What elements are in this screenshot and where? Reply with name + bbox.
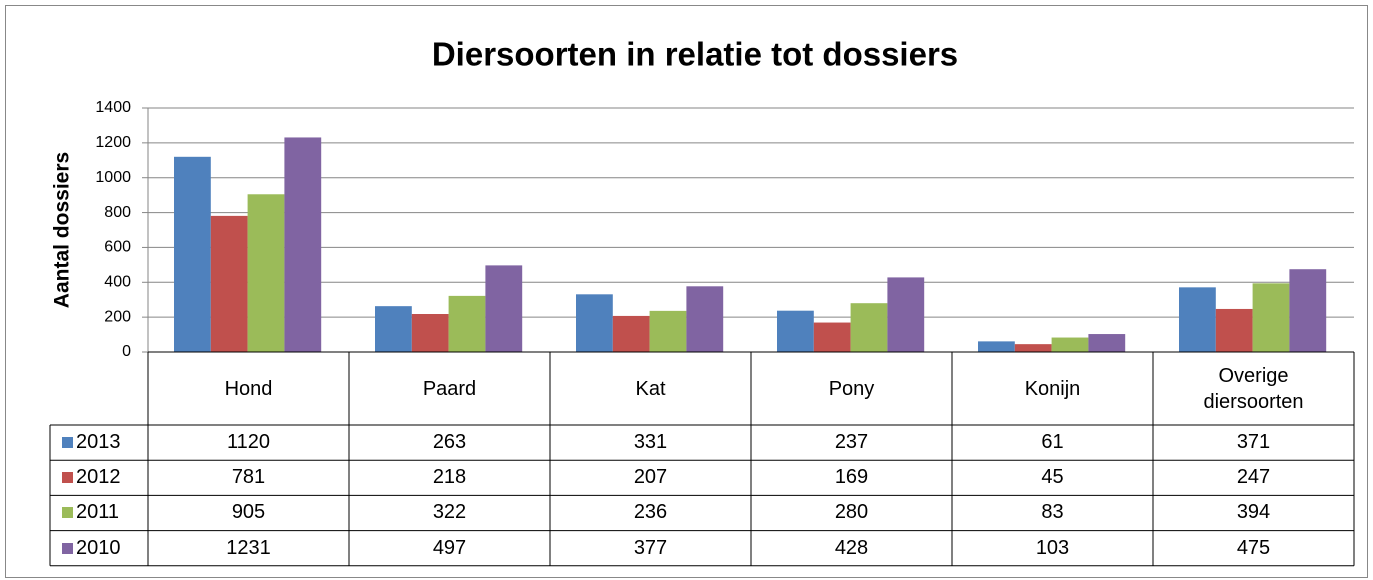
- table-value: 371: [1236, 431, 1271, 454]
- bar: [411, 314, 449, 352]
- table-value: 428: [834, 536, 869, 559]
- bar: [485, 265, 523, 352]
- bar: [284, 137, 322, 352]
- bar: [1051, 337, 1089, 352]
- bar: [174, 156, 211, 352]
- table-value: 1120: [226, 431, 270, 454]
- bar: [375, 306, 412, 352]
- table-value: 103: [1035, 536, 1070, 559]
- bar: [210, 215, 248, 352]
- bar: [612, 315, 650, 352]
- legend-swatch: [62, 507, 73, 519]
- category-label: Hond: [224, 377, 273, 400]
- y-tick-label: 1400: [95, 99, 131, 116]
- table-value: 497: [432, 536, 467, 559]
- bar: [1215, 308, 1253, 352]
- table-value: 331: [633, 431, 668, 454]
- bar: [1252, 283, 1290, 352]
- table-value: 169: [834, 466, 869, 489]
- legend-swatch: [62, 472, 73, 484]
- bar: [649, 310, 687, 352]
- category-label: Konijn: [1024, 377, 1081, 400]
- y-tick-label: 600: [104, 239, 131, 256]
- legend-entry: 2012: [62, 460, 121, 495]
- legend-entry: 2013: [62, 425, 121, 460]
- table-value: 45: [1041, 466, 1064, 489]
- table-value: 236: [633, 501, 668, 524]
- bar: [978, 341, 1015, 352]
- legend-label: 2010: [76, 536, 121, 559]
- table-value: 475: [1236, 536, 1271, 559]
- table-value: 280: [834, 501, 869, 524]
- bar: [448, 295, 486, 352]
- y-tick-label: 1200: [95, 134, 131, 151]
- table-value: 61: [1041, 431, 1064, 454]
- bar: [247, 194, 285, 352]
- table-value: 237: [834, 431, 869, 454]
- category-label: Overige diersoorten: [1203, 364, 1304, 413]
- legend-entry: 2010: [62, 531, 121, 566]
- table-value: 322: [432, 501, 467, 524]
- category-label: Pony: [828, 377, 875, 400]
- bar: [1289, 269, 1327, 352]
- category-label: Kat: [635, 377, 666, 400]
- bar: [850, 303, 888, 352]
- bar: [887, 277, 925, 352]
- legend-swatch: [62, 542, 73, 554]
- legend-label: 2013: [76, 431, 121, 454]
- bar: [1014, 344, 1052, 352]
- bar: [777, 310, 814, 352]
- table-value: 394: [1236, 501, 1271, 524]
- legend-swatch: [62, 437, 73, 449]
- legend-label: 2012: [76, 466, 121, 489]
- legend-entry: 2011: [62, 495, 119, 530]
- table-value: 83: [1041, 501, 1064, 524]
- table-value: 781: [231, 466, 266, 489]
- bar: [813, 322, 851, 352]
- table-value: 247: [1236, 466, 1271, 489]
- y-tick-label: 1000: [95, 169, 131, 186]
- bar: [686, 286, 724, 352]
- table-value: 207: [633, 466, 668, 489]
- y-tick-label: 0: [122, 343, 131, 360]
- y-axis-label: Aantal dossiers: [51, 152, 74, 308]
- y-tick-label: 800: [104, 204, 131, 221]
- table-value: 1231: [226, 536, 271, 559]
- table-value: 377: [633, 536, 668, 559]
- table-value: 905: [231, 501, 266, 524]
- legend-label: 2011: [76, 501, 120, 524]
- bar: [1179, 287, 1216, 352]
- y-tick-label: 200: [104, 308, 131, 325]
- bar: [576, 294, 613, 352]
- y-tick-label: 400: [104, 274, 131, 291]
- table-value: 263: [432, 431, 467, 454]
- bar: [1088, 334, 1126, 352]
- table-value: 218: [432, 466, 467, 489]
- chart-title: Diersoorten in relatie tot dossiers: [432, 36, 958, 73]
- category-label: Paard: [422, 377, 477, 400]
